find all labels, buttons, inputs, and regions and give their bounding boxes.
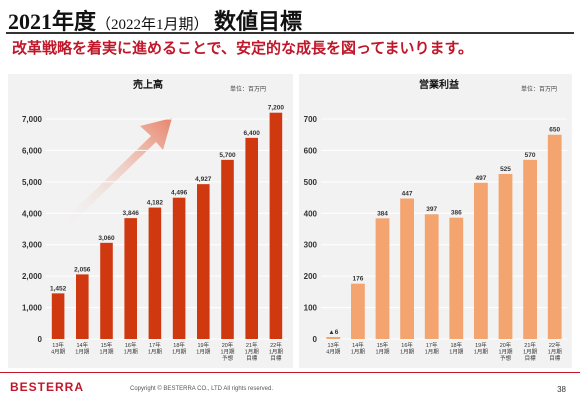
y-tick-label: 5,000 [22, 178, 43, 187]
y-tick-label: 3,000 [22, 241, 43, 250]
x-tick-label: 14年 1月期 [75, 341, 90, 356]
logo-text: BESTERRA [10, 380, 85, 394]
bar [400, 198, 414, 339]
x-tick-label: 15年 1月期 [99, 341, 114, 356]
page-subtitle: 改革戦略を着実に進めることで、安定的な成長を図ってまいります。 [12, 40, 473, 57]
sales-chart-panel: 売上高単位：百万円 0 1,000 2,000 3,000 4,000 5,000 6,000… [8, 74, 293, 368]
y-tick-label: 300 [304, 241, 318, 250]
data-label: 397 [426, 206, 437, 213]
y-tick-label: 2,000 [22, 272, 43, 281]
bar [172, 197, 186, 339]
bar [351, 283, 365, 339]
data-label: 447 [402, 191, 413, 198]
data-label: 525 [500, 166, 511, 173]
data-label: 7,200 [268, 105, 285, 112]
y-tick-label: 7,000 [22, 115, 43, 124]
y-tick-label: 4,000 [22, 209, 43, 218]
x-tick-label: 14年 1月期 [351, 341, 366, 356]
profit-chart-panel: 営業利益単位：百万円 0 100 200 300 400 500 600 700 ▲6 13年 4月期… [299, 74, 572, 368]
sales-chart: 売上高単位：百万円 0 1,000 2,000 3,000 4,000 5,000 6,000… [22, 78, 288, 362]
x-tick-label: 18年 1月期 [449, 341, 464, 356]
x-tick-label: 19年 1月期 [196, 341, 211, 356]
bar [51, 293, 65, 339]
y-tick-label: 600 [304, 146, 318, 155]
page-number: 38 [557, 385, 566, 394]
x-tick-label: 18年 1月期 [172, 341, 187, 356]
y-tick-label: 200 [304, 272, 318, 281]
x-tick-label: 17年 1月期 [425, 341, 440, 356]
data-label: 1,452 [50, 285, 67, 292]
x-tick-label: 21年 1月期目標 [245, 341, 260, 362]
footer-divider [0, 372, 580, 373]
bar [474, 182, 488, 339]
bar [124, 218, 137, 339]
x-tick-label: 22年 1月期目標 [548, 341, 563, 362]
bar [197, 184, 210, 339]
data-label: 2,056 [74, 266, 91, 273]
y-tick-label: 0 [313, 335, 318, 344]
copyright-text: Copyright © BESTERRA CO., LTD All rights… [130, 386, 274, 392]
y-tick-label: 6,000 [22, 146, 43, 155]
data-label: 6,400 [244, 130, 261, 137]
bar [269, 112, 283, 339]
y-tick-label: 100 [304, 304, 318, 313]
data-label: 4,496 [171, 190, 188, 197]
data-label: 3,846 [123, 210, 140, 217]
x-tick-label: 20年 1月期予想 [220, 341, 235, 362]
bar [76, 274, 89, 339]
unit-label: 単位：百万円 [230, 85, 266, 93]
bar [375, 218, 390, 339]
title-paren: （2022年1月期） [96, 17, 209, 33]
data-label: 3,060 [98, 235, 115, 242]
data-label: 176 [352, 276, 363, 283]
bar [221, 159, 234, 339]
bar [523, 159, 537, 339]
x-tick-label: 20年 1月期予想 [498, 341, 513, 362]
data-label: 650 [549, 127, 560, 134]
chart-title: 売上高 [133, 78, 163, 91]
y-tick-label: 500 [304, 178, 318, 187]
y-tick-label: 400 [304, 209, 318, 218]
x-tick-label: 22年 1月期目標 [269, 341, 284, 362]
data-label: 384 [377, 210, 388, 217]
bar [245, 137, 258, 339]
y-tick-label: 0 [38, 335, 43, 344]
bar [547, 134, 562, 339]
x-tick-label: 19年 1月期 [474, 341, 489, 356]
x-tick-label: 16年 1月期 [400, 341, 415, 356]
data-label: 4,182 [147, 200, 164, 207]
unit-label: 単位：百万円 [521, 85, 557, 93]
page-title: 2021年度（2022年1月期） 数値目標 [8, 4, 302, 36]
bar [100, 242, 113, 339]
x-tick-label: 13年 4月期 [51, 341, 66, 356]
y-tick-label: 700 [304, 115, 318, 124]
bar [148, 207, 162, 339]
x-tick-label: 13年 4月期 [326, 341, 341, 356]
data-label: 570 [525, 152, 536, 159]
data-label: ▲6 [328, 329, 338, 336]
y-tick-label: 1,000 [22, 304, 43, 313]
x-tick-label: 16年 1月期 [124, 341, 139, 356]
title-main: 2021年度 [8, 9, 97, 34]
data-label: 386 [451, 210, 462, 217]
company-logo: BESTERRA [10, 380, 84, 394]
operating-profit-chart: 営業利益単位：百万円 0 100 200 300 400 500 600 700 ▲6 13年 4月期… [304, 78, 567, 362]
x-tick-label: 17年 1月期 [148, 341, 163, 356]
data-label: 4,927 [195, 176, 212, 183]
bar [424, 214, 439, 339]
bar [326, 337, 341, 339]
data-label: 5,700 [219, 152, 236, 159]
x-tick-label: 15年 1月期 [375, 341, 390, 356]
title-rule [6, 32, 574, 34]
title-tail: 数値目標 [214, 9, 303, 34]
bar [498, 174, 513, 339]
bar [449, 217, 464, 339]
growth-arrow [60, 118, 172, 230]
data-label: 497 [475, 175, 486, 182]
chart-title: 営業利益 [419, 78, 459, 91]
x-tick-label: 21年 1月期目標 [523, 341, 538, 362]
